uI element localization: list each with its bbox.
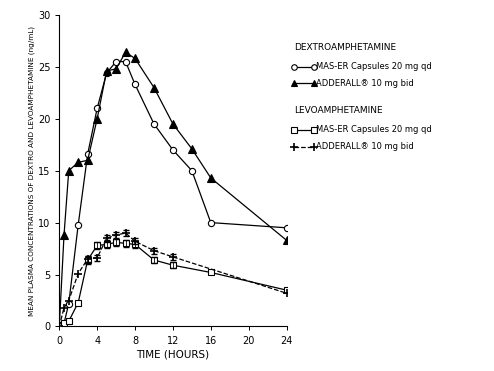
Text: MAS-ER Capsules 20 mg qd: MAS-ER Capsules 20 mg qd [316, 62, 432, 71]
Text: DEXTROAMPHETAMINE: DEXTROAMPHETAMINE [294, 43, 396, 52]
Text: ADDERALL® 10 mg bid: ADDERALL® 10 mg bid [316, 79, 414, 88]
Text: MAS-ER Capsules 20 mg qd: MAS-ER Capsules 20 mg qd [316, 125, 432, 134]
Text: ADDERALL® 10 mg bid: ADDERALL® 10 mg bid [316, 142, 414, 151]
Text: LEVOAMPHETAMINE: LEVOAMPHETAMINE [294, 106, 382, 115]
Y-axis label: MEAN PLASMA CONCENTRATIONS OF DEXTRO AND LEVOAMPHETAMINE (ng/mL): MEAN PLASMA CONCENTRATIONS OF DEXTRO AND… [29, 26, 35, 316]
X-axis label: TIME (HOURS): TIME (HOURS) [136, 350, 209, 359]
